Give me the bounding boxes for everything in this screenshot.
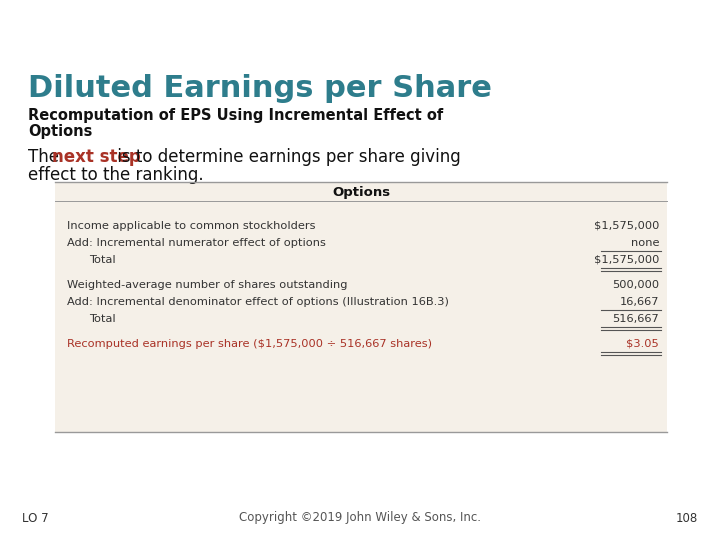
- Text: LO 7: LO 7: [22, 511, 49, 524]
- Text: Total: Total: [89, 255, 116, 265]
- Text: $3.05: $3.05: [626, 339, 659, 349]
- Text: 500,000: 500,000: [612, 280, 659, 290]
- Text: Add: Incremental denominator effect of options (Illustration 16B.3): Add: Incremental denominator effect of o…: [67, 297, 449, 307]
- Text: 108: 108: [676, 511, 698, 524]
- Text: none: none: [631, 238, 659, 248]
- Text: 516,667: 516,667: [612, 314, 659, 324]
- Text: Copyright ©2019 John Wiley & Sons, Inc.: Copyright ©2019 John Wiley & Sons, Inc.: [239, 511, 481, 524]
- Text: Options: Options: [332, 186, 390, 199]
- Text: Income applicable to common stockholders: Income applicable to common stockholders: [67, 221, 315, 231]
- Text: Add: Incremental numerator effect of options: Add: Incremental numerator effect of opt…: [67, 238, 326, 248]
- Text: effect to the ranking.: effect to the ranking.: [28, 166, 204, 184]
- Bar: [55, 182, 667, 432]
- Text: Diluted Earnings per Share: Diluted Earnings per Share: [28, 74, 492, 103]
- Text: is to determine earnings per share giving: is to determine earnings per share givin…: [112, 148, 461, 166]
- Text: Recomputation of EPS Using Incremental Effect of: Recomputation of EPS Using Incremental E…: [28, 108, 444, 123]
- Text: 16,667: 16,667: [619, 297, 659, 307]
- Text: The: The: [28, 148, 64, 166]
- Text: Recomputed earnings per share ($1,575,000 ÷ 516,667 shares): Recomputed earnings per share ($1,575,00…: [67, 339, 432, 349]
- Text: Weighted-average number of shares outstanding: Weighted-average number of shares outsta…: [67, 280, 348, 290]
- Text: next step: next step: [52, 148, 140, 166]
- Text: $1,575,000: $1,575,000: [593, 221, 659, 231]
- Text: $1,575,000: $1,575,000: [593, 255, 659, 265]
- Text: Options: Options: [28, 124, 92, 139]
- Text: Total: Total: [89, 314, 116, 324]
